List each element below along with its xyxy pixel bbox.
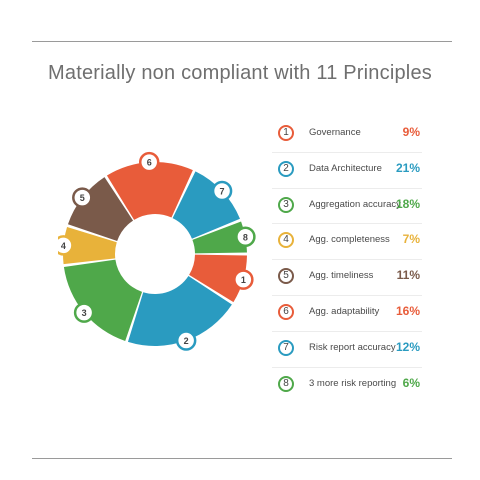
slice-badge-5	[72, 187, 93, 208]
legend-label: Agg. timeliness	[309, 270, 374, 282]
legend-percent: 16%	[395, 303, 420, 318]
slice-number-4: 4	[61, 241, 66, 251]
legend-percent: 21%	[395, 160, 420, 175]
donut-slice-2	[127, 275, 232, 346]
donut-slice-3	[63, 259, 143, 342]
legend-label: Risk report accuracy	[309, 341, 396, 353]
legend-row-7: 7 Risk report accuracy 12%	[272, 332, 422, 368]
donut-slice-8	[192, 221, 247, 254]
donut-slice-1	[189, 254, 247, 303]
legend-label: Governance	[309, 127, 361, 138]
legend-row-5: 5 Agg. timeliness 11%	[272, 260, 422, 296]
chart-title: Materially non compliant with 11 Princip…	[48, 62, 432, 84]
slice-number-3: 3	[82, 308, 87, 318]
legend-badge-2: 2	[278, 160, 294, 177]
donut-chart: 1 2 3 4 5 6 7 8	[58, 151, 256, 351]
legend-percent: 7%	[402, 232, 420, 247]
legend-label: 3 more risk reporting	[309, 377, 397, 389]
legend-label: Agg. adaptability	[309, 305, 380, 317]
slice-number-8: 8	[243, 232, 248, 242]
slice-number-2: 2	[184, 336, 189, 346]
legend-percent: 18%	[395, 196, 420, 211]
legend-percent: 12%	[395, 339, 420, 354]
donut-slice-7	[172, 171, 240, 239]
legend-badge-6: 6	[278, 303, 294, 320]
slice-number-6: 6	[147, 158, 152, 168]
legend-label: Data Architecture	[309, 162, 382, 174]
legend-row-8: 8 3 more risk reporting 6%	[272, 368, 422, 404]
slice-badge-8	[235, 226, 256, 248]
legend-badge-8: 8	[278, 375, 294, 392]
legend-percent: 6%	[402, 375, 420, 390]
slice-number-7: 7	[220, 187, 225, 197]
slice-badge-6	[138, 151, 160, 173]
legend-label: Agg. completeness	[309, 234, 390, 246]
legend-badge-4: 4	[278, 232, 294, 249]
slice-badge-4	[58, 235, 74, 256]
bottom-divider	[32, 458, 452, 459]
slice-badge-3	[73, 302, 95, 323]
legend-row-4: 4 Agg. completeness 7%	[272, 224, 422, 261]
legend-percent: 9%	[402, 125, 420, 139]
legend-label: Aggregation accuracy	[309, 198, 401, 210]
donut-slice-6	[106, 162, 193, 220]
slice-number-1: 1	[241, 275, 246, 285]
slice-number-5: 5	[80, 193, 85, 203]
legend-row-6: 6 Agg. adaptability 16%	[272, 296, 422, 332]
legend: 1 Governance 9% 2 Data Architecture 21% 3 Aggre…	[272, 117, 422, 403]
slice-badge-2	[175, 330, 197, 351]
legend-badge-3: 3	[278, 196, 294, 213]
legend-percent: 11%	[396, 268, 420, 283]
legend-badge-7: 7	[278, 339, 294, 356]
slice-badge-1	[233, 269, 254, 290]
donut-slice-4	[63, 226, 117, 265]
top-divider	[32, 41, 452, 42]
legend-row-1: 1 Governance 9%	[272, 117, 422, 153]
legend-row-3: 3 Aggregation accuracy 18%	[272, 189, 422, 225]
legend-badge-1: 1	[278, 125, 294, 141]
slice-badge-7	[211, 180, 233, 202]
donut-slice-5	[67, 177, 134, 242]
legend-badge-5: 5	[278, 268, 294, 285]
legend-row-2: 2 Data Architecture 21%	[272, 153, 422, 189]
